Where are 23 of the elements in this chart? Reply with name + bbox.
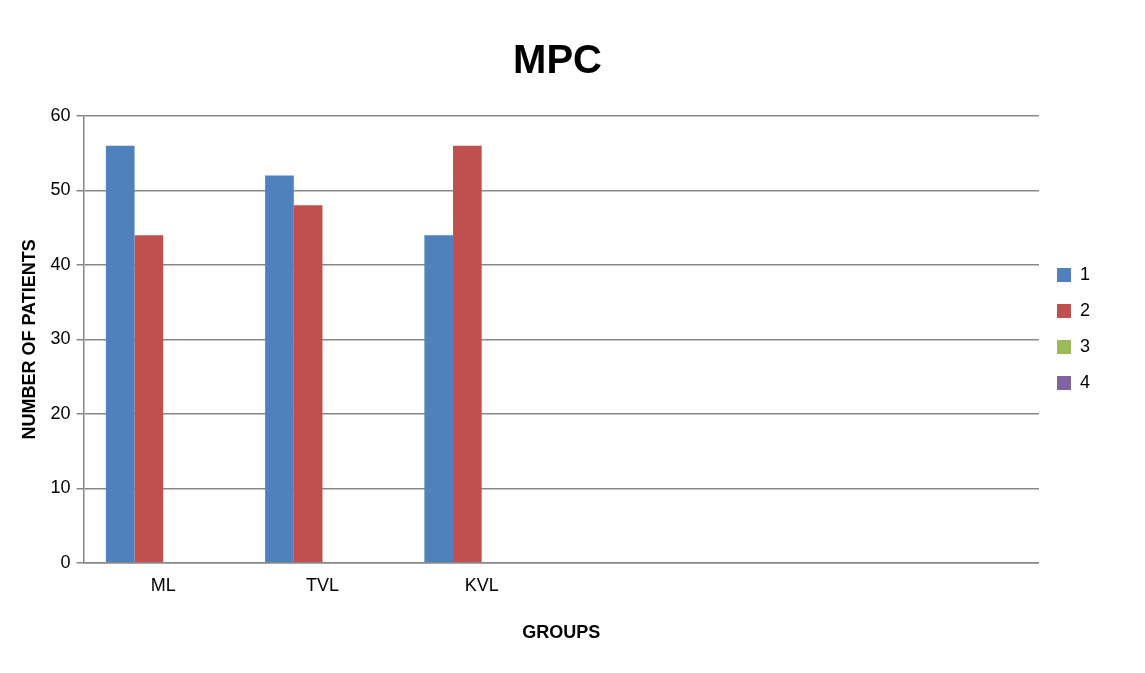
x-tick-label: KVL <box>464 574 499 595</box>
bar <box>424 235 454 563</box>
x-tick-label: TVL <box>305 574 339 595</box>
legend-label: 1 <box>1079 263 1090 284</box>
y-axis-title: NUMBER OF PATIENTS <box>18 239 39 440</box>
y-tick-label: 10 <box>50 477 71 498</box>
bar <box>105 145 135 563</box>
y-tick-label: 50 <box>50 179 71 200</box>
bar <box>453 145 482 563</box>
legend-label: 4 <box>1079 371 1090 392</box>
y-tick-label: 40 <box>50 253 71 274</box>
legend-label: 2 <box>1079 299 1090 320</box>
y-tick-label: 60 <box>50 104 71 125</box>
y-tick-label: 0 <box>60 551 71 572</box>
y-tick-label: 20 <box>50 402 71 423</box>
bar <box>293 205 323 563</box>
legend-label: 3 <box>1079 335 1090 356</box>
bar <box>265 175 294 563</box>
y-tick-label: 30 <box>50 328 71 349</box>
x-tick-label: ML <box>150 574 176 595</box>
chart-title: MPC <box>513 37 602 82</box>
bar <box>134 235 164 563</box>
x-axis-title: GROUPS <box>522 622 601 643</box>
